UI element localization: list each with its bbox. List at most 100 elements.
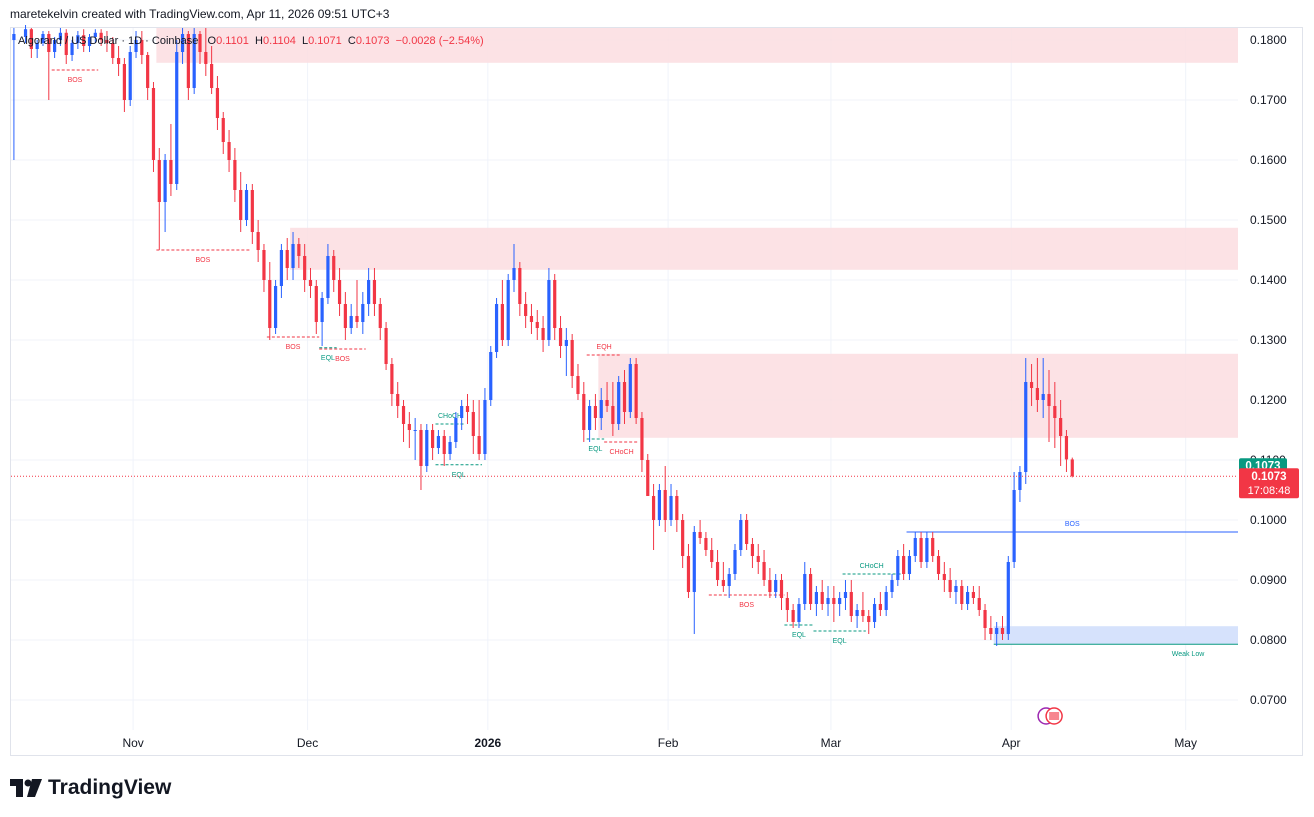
candle — [140, 31, 144, 64]
candle-body — [128, 52, 132, 100]
tradingview-logo-icon — [10, 779, 42, 797]
supply-zone — [156, 28, 1238, 63]
candle-body — [547, 280, 551, 340]
candle-body — [576, 376, 580, 394]
candle-body — [750, 544, 755, 556]
candle — [29, 28, 33, 58]
candle — [320, 292, 324, 346]
candle — [244, 184, 249, 226]
candle — [76, 31, 80, 49]
candle-body — [745, 520, 749, 544]
structure-label: BOS — [68, 77, 83, 84]
symbol-name[interactable]: Algorand / US Dollar · 1D · Coinbase — [18, 35, 199, 47]
candle — [1000, 616, 1005, 640]
candle-body — [186, 34, 190, 88]
x-tick-label: Dec — [297, 736, 318, 750]
candle-body — [832, 598, 836, 604]
tradingview-logo[interactable]: TradingView — [10, 776, 171, 800]
x-tick-label: May — [1174, 736, 1197, 750]
candle — [524, 292, 528, 328]
candle — [128, 46, 132, 106]
candle — [215, 76, 220, 130]
candle-body — [332, 256, 336, 280]
candle-body — [58, 32, 63, 40]
structure-label: Weak Low — [1172, 651, 1205, 658]
structure-label: EQL — [792, 632, 806, 639]
y-tick-label: 0.1700 — [1250, 93, 1287, 107]
candle-body — [151, 88, 156, 160]
candle — [529, 304, 534, 334]
y-tick-label: 0.1300 — [1250, 333, 1287, 347]
candle — [936, 550, 941, 580]
candle-body — [256, 232, 260, 250]
candle-body — [936, 556, 941, 574]
candle — [576, 364, 580, 400]
candle — [396, 382, 400, 418]
candle-body — [140, 40, 144, 55]
candle-body — [593, 406, 598, 418]
candle-body — [192, 34, 196, 88]
low-label: L — [301, 35, 309, 47]
candle — [454, 412, 458, 448]
y-tick-label: 0.0700 — [1250, 693, 1287, 707]
candle-body — [465, 406, 470, 412]
candle-body — [535, 322, 539, 328]
structure-label: BOS — [196, 257, 211, 264]
candle-body — [262, 250, 266, 280]
candle — [297, 238, 301, 268]
candle — [896, 550, 900, 586]
candle-body — [244, 190, 249, 220]
candle-body — [954, 586, 958, 592]
y-tick-label: 0.1200 — [1250, 393, 1287, 407]
candle — [663, 466, 667, 532]
structure-label: EQL — [588, 446, 602, 453]
candle — [675, 490, 679, 532]
candle — [861, 592, 865, 622]
candle — [204, 28, 208, 76]
candle — [698, 520, 702, 544]
candle-body — [419, 430, 423, 466]
candle-body — [337, 280, 342, 304]
candle-body — [285, 250, 289, 268]
y-tick-label: 0.1500 — [1250, 213, 1287, 227]
candle-body — [925, 538, 929, 562]
candle-body — [134, 40, 138, 52]
candle-body — [983, 610, 987, 628]
candle — [303, 244, 307, 292]
candle — [547, 268, 551, 346]
candle-body — [431, 430, 435, 448]
candle — [157, 148, 161, 250]
structure-label: CHoCH — [610, 449, 634, 456]
candle-body — [1012, 490, 1016, 562]
candle — [925, 532, 929, 568]
candle — [326, 244, 330, 304]
candle-body — [942, 574, 946, 580]
candle — [361, 292, 365, 334]
candle — [58, 28, 63, 46]
candle-body — [169, 160, 173, 184]
candle-body — [803, 574, 807, 604]
candle — [355, 280, 359, 328]
candle — [367, 268, 371, 316]
candle — [931, 532, 935, 562]
structure-label: CHoCH — [860, 563, 884, 570]
x-tick-label: Feb — [658, 736, 679, 750]
candle — [570, 334, 574, 388]
y-tick-label: 0.1400 — [1250, 273, 1287, 287]
candle — [378, 298, 382, 340]
candle-body — [471, 412, 475, 436]
candle — [814, 586, 818, 616]
candle-body — [704, 538, 708, 550]
candle — [588, 400, 592, 442]
candle — [704, 532, 708, 556]
candle-body — [1059, 418, 1063, 436]
flag-icon-fill — [1049, 712, 1060, 720]
structure-label: BOS — [286, 344, 301, 351]
candle — [1064, 430, 1069, 472]
candle-body — [70, 43, 74, 55]
candle — [756, 544, 760, 574]
candle-body — [762, 562, 766, 580]
candle-body — [541, 328, 545, 340]
candle — [733, 544, 737, 580]
